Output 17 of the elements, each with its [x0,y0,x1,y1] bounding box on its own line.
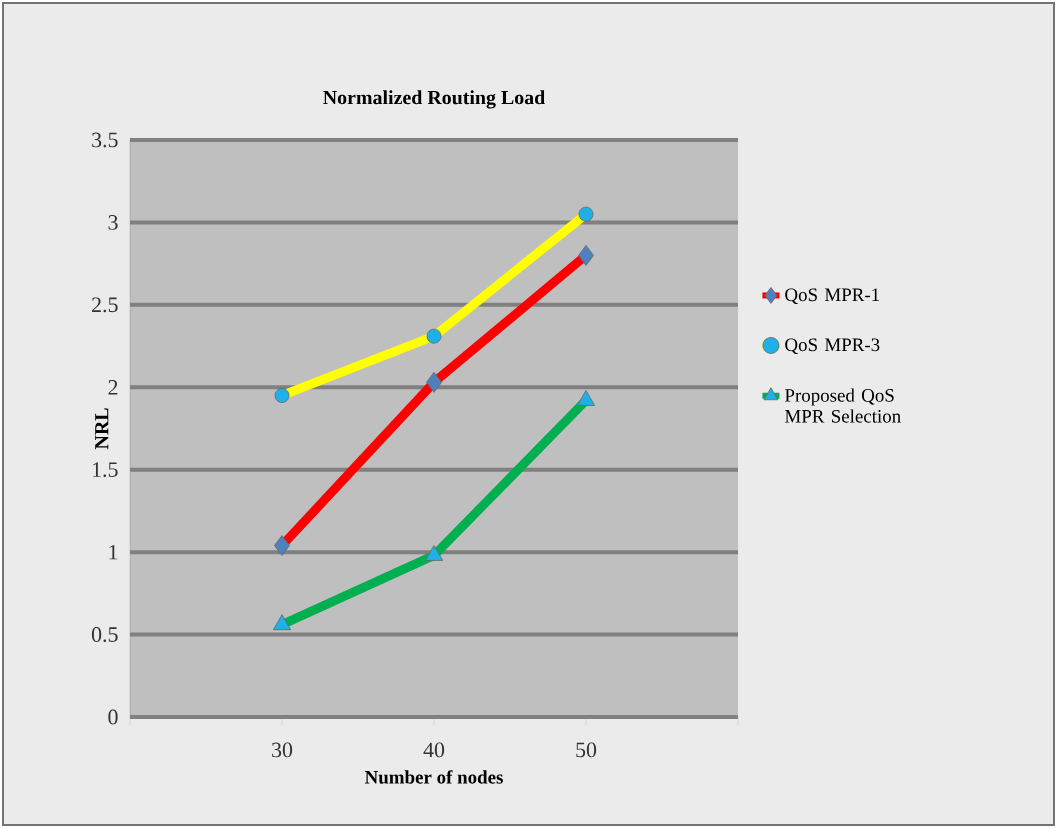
x-tick-label: 30 [272,742,293,758]
chart-title: Normalized Routing Load [323,90,546,109]
x-tick-label: 40 [423,742,445,758]
y-tick-label: 3.5 [92,132,118,148]
legend-label: QoS MPR-3 [785,338,880,355]
x-axis-title: Number of nodes [364,770,503,784]
y-tick-label: 2.5 [92,297,118,313]
y-axis-title: NRL [95,408,109,450]
y-tick-label: 0.5 [91,627,118,642]
legend-label: Proposed QoS MPR Selection [784,388,901,423]
y-tick-label: 1.5 [93,462,118,478]
y-tick-label: 3 [108,215,118,230]
legend-label: QoS MPR-1 [785,288,880,305]
y-tick-label: 0 [108,709,118,725]
x-tick-label: 50 [576,742,597,758]
y-tick-label: 2 [108,380,118,395]
y-tick-label: 1 [109,544,118,560]
